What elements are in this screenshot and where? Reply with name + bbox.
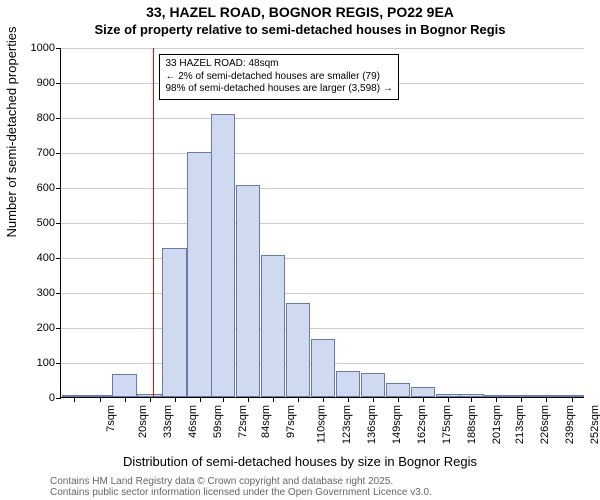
x-tick-mark [100, 397, 101, 402]
y-tick-label: 600 [15, 182, 61, 194]
x-tick-label: 213sqm [514, 405, 526, 444]
chart-title: 33, HAZEL ROAD, BOGNOR REGIS, PO22 9EA [0, 4, 600, 20]
footnote-line: Contains HM Land Registry data © Crown c… [50, 476, 432, 487]
gridline [61, 118, 584, 119]
x-tick-mark [448, 397, 449, 402]
chart-subtitle: Size of property relative to semi-detach… [0, 22, 600, 37]
histogram-bar [236, 185, 261, 397]
x-tick-label: 239sqm [565, 405, 577, 444]
annotation-line: ← 2% of semi-detached houses are smaller… [165, 71, 392, 84]
x-tick-mark [423, 397, 424, 402]
y-tick-label: 100 [15, 357, 61, 369]
x-tick-mark [223, 397, 224, 402]
x-tick-label: 123sqm [341, 405, 353, 444]
x-tick-label: 175sqm [441, 405, 453, 444]
histogram-bar [336, 371, 361, 397]
y-tick-label: 400 [15, 252, 61, 264]
x-tick-mark [74, 397, 75, 402]
x-tick-label: 7sqm [105, 405, 117, 432]
x-tick-mark [546, 397, 547, 402]
x-tick-label: 226sqm [540, 405, 552, 444]
x-tick-label: 84sqm [260, 405, 272, 438]
histogram-bar [112, 374, 137, 397]
gridline [61, 223, 584, 224]
y-tick-label: 800 [15, 112, 61, 124]
y-tick-label: 900 [15, 77, 61, 89]
marker-line [153, 48, 154, 397]
histogram-bar [162, 248, 187, 397]
y-axis-label: Number of semi-detached properties [4, 27, 19, 238]
histogram-bar [411, 387, 436, 398]
x-tick-label: 201sqm [491, 405, 503, 444]
histogram-bar [286, 303, 311, 398]
histogram-bar [311, 339, 336, 397]
histogram-bar [361, 373, 386, 398]
histogram-bar [386, 383, 411, 397]
x-tick-mark [323, 397, 324, 402]
x-tick-label: 20sqm [137, 405, 149, 438]
gridline [61, 258, 584, 259]
footnote: Contains HM Land Registry data © Crown c… [50, 476, 432, 498]
x-tick-label: 97sqm [285, 405, 297, 438]
gridline [61, 48, 584, 49]
y-tick-label: 200 [15, 322, 61, 334]
annotation-line: 98% of semi-detached houses are larger (… [165, 83, 392, 96]
x-axis-label: Distribution of semi-detached houses by … [0, 454, 600, 469]
x-tick-mark [521, 397, 522, 402]
x-tick-mark [273, 397, 274, 402]
y-tick-label: 500 [15, 217, 61, 229]
x-tick-label: 149sqm [391, 405, 403, 444]
plot-area: 010020030040050060070080090010007sqm20sq… [60, 48, 584, 398]
y-tick-label: 1000 [15, 42, 61, 54]
y-tick-label: 300 [15, 287, 61, 299]
x-tick-label: 59sqm [212, 405, 224, 438]
x-tick-label: 252sqm [590, 405, 600, 444]
x-tick-label: 162sqm [416, 405, 428, 444]
x-tick-mark [471, 397, 472, 402]
x-tick-mark [496, 397, 497, 402]
histogram-bar [261, 255, 286, 397]
x-tick-label: 136sqm [366, 405, 378, 444]
x-tick-label: 188sqm [466, 405, 478, 444]
x-tick-mark [125, 397, 126, 402]
x-tick-mark [150, 397, 151, 402]
x-tick-label: 72sqm [237, 405, 249, 438]
x-tick-mark [200, 397, 201, 402]
y-tick-label: 0 [15, 392, 61, 404]
x-tick-mark [175, 397, 176, 402]
x-tick-label: 33sqm [162, 405, 174, 438]
x-tick-mark [373, 397, 374, 402]
gridline [61, 328, 584, 329]
gridline [61, 188, 584, 189]
x-tick-label: 46sqm [187, 405, 199, 438]
x-tick-mark [398, 397, 399, 402]
x-tick-label: 110sqm [315, 405, 327, 443]
x-tick-mark [572, 397, 573, 402]
x-tick-mark [298, 397, 299, 402]
footnote-line: Contains public sector information licen… [50, 487, 432, 498]
annotation-box: 33 HAZEL ROAD: 48sqm ← 2% of semi-detach… [159, 54, 398, 100]
annotation-line: 33 HAZEL ROAD: 48sqm [165, 58, 392, 71]
x-tick-mark [348, 397, 349, 402]
gridline [61, 153, 584, 154]
histogram-chart: 33, HAZEL ROAD, BOGNOR REGIS, PO22 9EA S… [0, 0, 600, 500]
histogram-bar [211, 114, 236, 398]
y-tick-label: 700 [15, 147, 61, 159]
x-tick-mark [248, 397, 249, 402]
gridline [61, 293, 584, 294]
histogram-bar [187, 152, 212, 397]
